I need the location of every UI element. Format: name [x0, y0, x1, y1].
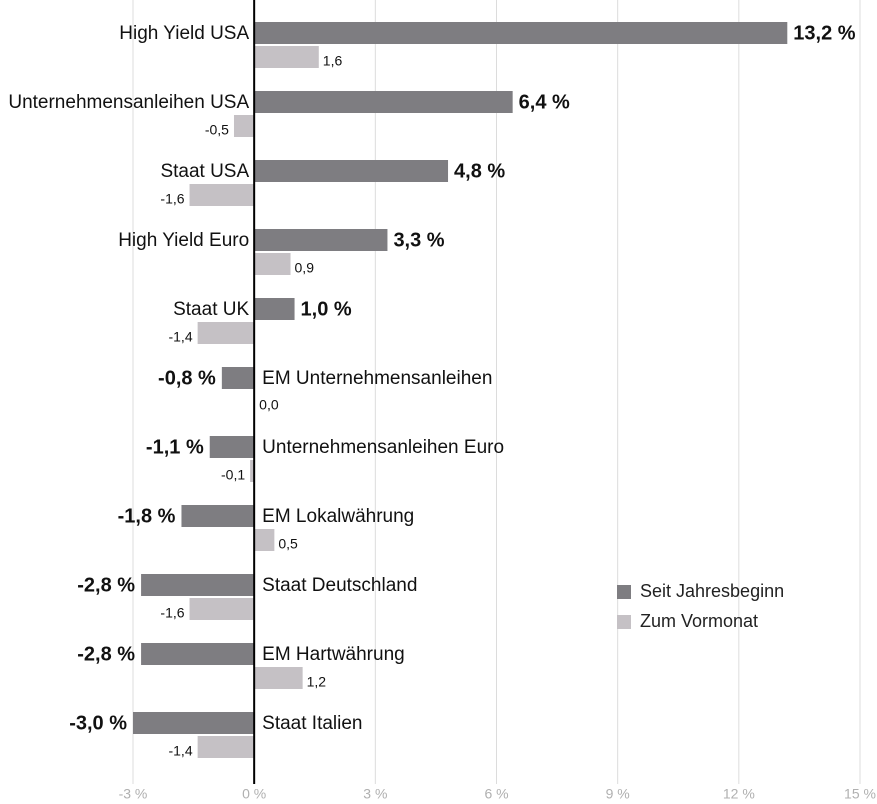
bar	[197, 736, 255, 758]
bar	[254, 667, 303, 689]
bar	[254, 91, 513, 113]
value-label: -1,6	[160, 191, 184, 207]
legend-label: Seit Jahresbeginn	[640, 581, 784, 601]
bar	[254, 253, 291, 275]
value-label: 0,9	[295, 260, 315, 276]
legend-label: Zum Vormonat	[640, 611, 758, 631]
x-tick-label: 3 %	[363, 786, 387, 802]
bar	[189, 184, 255, 206]
x-tick-label: 15 %	[844, 786, 876, 802]
category-label: Staat UK	[173, 299, 250, 320]
bar	[254, 298, 295, 320]
category-label: EM Hartwährung	[262, 644, 405, 665]
value-label: 1,2	[307, 674, 327, 690]
legend-swatch	[617, 615, 631, 629]
bar	[181, 505, 255, 527]
value-label: 1,6	[323, 53, 343, 69]
bar	[141, 574, 255, 596]
value-label: 0,0	[259, 397, 279, 413]
category-label: Staat USA	[160, 161, 250, 182]
bar	[189, 598, 255, 620]
bar	[133, 712, 255, 734]
legend-swatch	[617, 585, 631, 599]
value-label: -2,8 %	[77, 574, 135, 596]
value-label: -3,0 %	[69, 712, 127, 734]
bar	[209, 436, 255, 458]
x-tick-label: -3 %	[119, 786, 148, 802]
bar	[254, 46, 319, 68]
value-label: -0,8 %	[158, 367, 216, 389]
value-label: -1,4	[168, 743, 192, 759]
category-label: EM Lokalwährung	[262, 506, 415, 527]
value-label: 0,5	[278, 536, 298, 552]
x-tick-label: 0 %	[242, 786, 266, 802]
x-tick-label: 12 %	[723, 786, 755, 802]
x-tick-label: 6 %	[484, 786, 508, 802]
category-label: EM Unternehmensanleihen	[262, 368, 493, 389]
value-label: -1,6	[160, 605, 184, 621]
category-label: High Yield USA	[119, 23, 250, 44]
bar	[254, 229, 388, 251]
category-label: Staat Deutschland	[262, 575, 418, 596]
value-label: -0,1	[221, 467, 245, 483]
category-label: High Yield Euro	[118, 230, 250, 251]
value-label: 6,4 %	[519, 91, 570, 113]
category-label: Unternehmensanleihen USA	[8, 92, 250, 113]
bar	[254, 160, 449, 182]
bar	[233, 115, 255, 137]
value-label: 1,0 %	[301, 298, 352, 320]
bar	[197, 322, 255, 344]
bar	[250, 460, 255, 482]
bar	[141, 643, 255, 665]
bar	[254, 22, 788, 44]
value-label: 3,3 %	[393, 229, 444, 251]
value-label: -1,8 %	[118, 505, 176, 527]
x-tick-label: 9 %	[606, 786, 630, 802]
value-label: -1,4	[168, 329, 192, 345]
value-label: -0,5	[205, 122, 229, 138]
value-label: -2,8 %	[77, 643, 135, 665]
category-label: Staat Italien	[262, 713, 363, 734]
bar	[221, 367, 255, 389]
bar	[254, 529, 275, 551]
value-label: 4,8 %	[454, 160, 505, 182]
category-label: Unternehmensanleihen Euro	[262, 437, 505, 458]
value-label: -1,1 %	[146, 436, 204, 458]
value-label: 13,2 %	[793, 22, 855, 44]
